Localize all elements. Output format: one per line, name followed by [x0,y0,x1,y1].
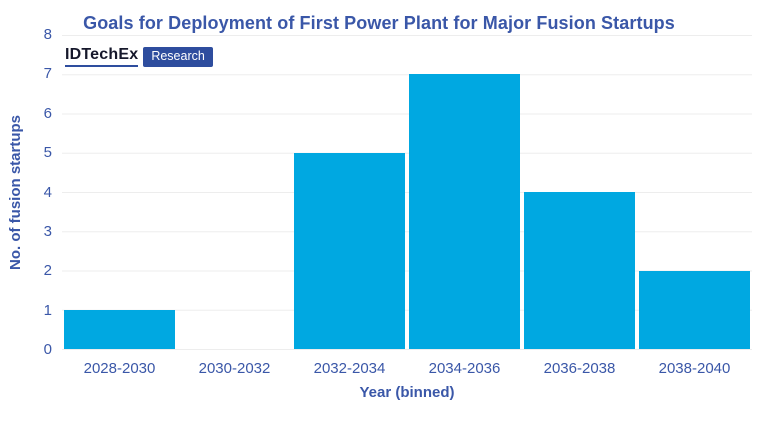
y-tick-2: 2 [43,262,52,280]
bar-2034-2036 [409,74,520,349]
x-axis-label: Year (binned) [359,384,455,401]
chart-area: No. of fusion startups 0 1 2 3 4 5 6 7 8 IDTechE… [2,26,752,408]
bar-slot-2028-2030 [62,35,177,349]
y-axis-label-container: No. of fusion startups [2,35,28,350]
x-tick-2030-2032: 2030-2032 [198,359,271,377]
bar-slot-2036-2038 [522,35,637,349]
y-tick-8: 8 [43,26,52,43]
bar-slot-2038-2040 [637,35,752,349]
y-tick-7: 7 [43,65,52,83]
y-tick-3: 3 [43,222,52,240]
x-tick-2028-2030: 2028-2030 [83,359,156,377]
x-tick-2036-2038: 2036-2038 [543,359,616,377]
x-tick-2032-2034: 2032-2034 [313,359,386,377]
y-tick-1: 1 [43,301,52,319]
y-tick-6: 6 [43,104,52,122]
chart-title: Goals for Deployment of First Power Plan… [83,13,675,33]
y-tick-4: 4 [43,183,52,201]
y-axis-ticks: 0 1 2 3 4 5 6 7 8 [28,26,62,358]
plot-area: IDTechEx Research [62,35,752,350]
bar-2036-2038 [524,192,635,349]
idtechex-logo: IDTechEx Research [65,46,213,67]
y-tick-0: 0 [43,341,52,358]
bar-slot-2032-2034 [292,35,407,349]
bar-2032-2034 [294,152,405,349]
x-axis-ticks: 2028-2030 2030-2032 2032-2034 2034-2036 2036… [62,350,752,380]
bar-slot-2034-2036 [407,35,522,349]
bar-2038-2040 [639,270,750,349]
x-tick-2038-2040: 2038-2040 [658,359,731,377]
idtechex-logo-research-badge: Research [143,46,213,67]
bar-slot-2030-2032 [177,35,292,349]
y-tick-5: 5 [43,144,52,162]
x-tick-2034-2036: 2034-2036 [428,359,501,377]
y-axis-label: No. of fusion startups [6,115,24,270]
bar-2028-2030 [64,309,175,349]
idtechex-logo-brand: IDTechEx [65,46,139,67]
